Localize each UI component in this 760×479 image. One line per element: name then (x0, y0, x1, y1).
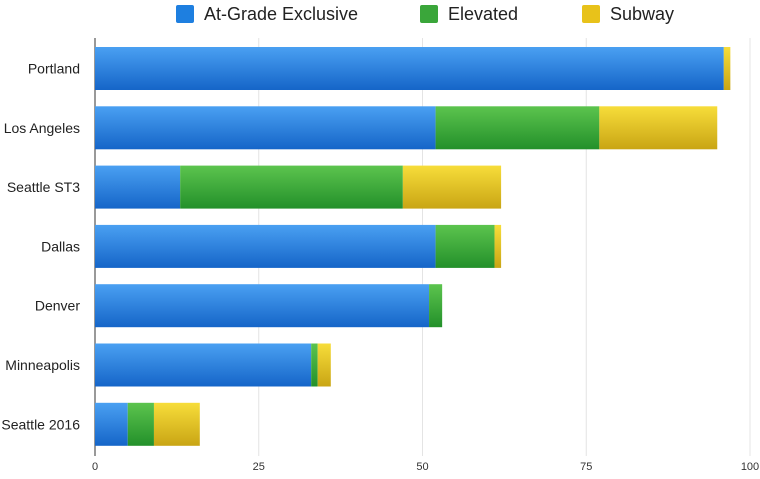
bar-dallas-subway (494, 224, 502, 268)
bar-portland-subway (723, 47, 731, 90)
bar-seattle-2016-subway (153, 402, 200, 446)
bar-los-angeles-at-grade-exclusive (95, 106, 436, 150)
legend-item-at-grade: At-Grade Exclusive (176, 2, 358, 26)
bar-seattle-2016-at-grade-exclusive (95, 402, 128, 446)
legend-label-elevated: Elevated (448, 3, 519, 24)
x-tick-label-75: 75 (580, 461, 592, 473)
category-label-portland: Portland (28, 61, 80, 77)
x-tick-label-50: 50 (416, 461, 428, 473)
legend-swatch-subway (582, 5, 600, 23)
x-tick-label-0: 0 (92, 461, 98, 473)
legend-swatch-at-grade (176, 5, 194, 23)
bar-denver-at-grade-exclusive (95, 284, 430, 328)
bar-minneapolis-at-grade-exclusive (95, 343, 312, 387)
category-label-seattle-st3: Seattle ST3 (7, 179, 80, 195)
bar-seattle-2016-elevated (127, 402, 154, 446)
bar-seattle-st3-at-grade-exclusive (95, 165, 181, 209)
legend-item-elevated: Elevated (420, 2, 518, 26)
category-label-los-angeles: Los Angeles (4, 120, 80, 136)
legend-item-subway: Subway (582, 2, 674, 26)
category-label-minneapolis: Minneapolis (5, 357, 80, 373)
x-tick-label-100: 100 (741, 461, 759, 473)
x-tick-layer: 0 25 50 75 100 (92, 461, 759, 473)
legend-label-subway: Subway (610, 3, 675, 24)
category-label-layer: Portland Los Angeles Seattle ST3 Dallas Denv… (1, 61, 80, 433)
bar-portland-at-grade-exclusive (95, 47, 724, 90)
bar-seattle-st3-subway (402, 165, 502, 209)
bar-los-angeles-elevated (435, 106, 600, 150)
category-label-seattle-2016: Seattle 2016 (1, 416, 80, 432)
bar-minneapolis-elevated (311, 343, 318, 387)
category-label-denver: Denver (35, 298, 80, 314)
bar-dallas-elevated (435, 224, 495, 268)
legend-swatch-elevated (420, 5, 438, 23)
category-label-dallas: Dallas (41, 238, 80, 254)
bar-seattle-st3-elevated (180, 165, 403, 209)
bar-layer (95, 47, 731, 446)
x-tick-label-25: 25 (253, 461, 265, 473)
legend-label-at-grade: At-Grade Exclusive (204, 3, 359, 24)
bar-dallas-at-grade-exclusive (95, 224, 436, 268)
bar-denver-elevated (429, 284, 443, 328)
bar-minneapolis-subway (317, 343, 331, 387)
chart-legend: At-Grade Exclusive Elevated Subway (0, 2, 760, 26)
bar-los-angeles-subway (599, 106, 718, 150)
